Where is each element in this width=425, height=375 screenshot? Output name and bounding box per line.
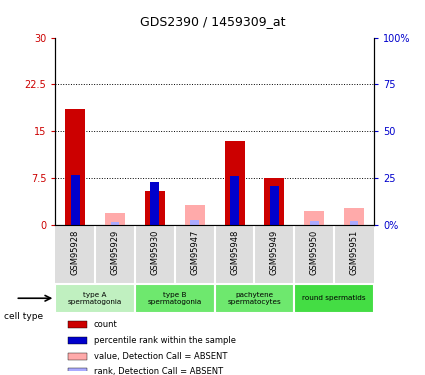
- FancyBboxPatch shape: [135, 284, 215, 313]
- Bar: [68, 321, 87, 328]
- Bar: [224, 141, 244, 225]
- Text: cell type: cell type: [4, 312, 43, 321]
- Bar: [344, 208, 364, 225]
- Text: GDS2390 / 1459309_at: GDS2390 / 1459309_at: [140, 15, 285, 28]
- Bar: [68, 338, 87, 344]
- Bar: [105, 213, 125, 225]
- Text: value, Detection Call = ABSENT: value, Detection Call = ABSENT: [94, 352, 227, 361]
- Text: percentile rank within the sample: percentile rank within the sample: [94, 336, 235, 345]
- Text: GSM95950: GSM95950: [310, 230, 319, 275]
- Bar: [150, 182, 159, 225]
- Bar: [145, 191, 165, 225]
- Text: type B
spermatogonia: type B spermatogonia: [147, 292, 202, 305]
- Bar: [264, 178, 284, 225]
- Bar: [185, 205, 205, 225]
- Text: GSM95947: GSM95947: [190, 230, 199, 275]
- Bar: [110, 222, 119, 225]
- FancyBboxPatch shape: [215, 284, 294, 313]
- Text: pachytene
spermatocytes: pachytene spermatocytes: [228, 292, 281, 305]
- Text: GSM95928: GSM95928: [71, 230, 79, 275]
- Text: GSM95948: GSM95948: [230, 230, 239, 275]
- Text: GSM95949: GSM95949: [270, 230, 279, 275]
- Text: GSM95929: GSM95929: [110, 230, 119, 275]
- Bar: [270, 186, 279, 225]
- Bar: [68, 368, 87, 375]
- Bar: [190, 220, 199, 225]
- Text: GSM95951: GSM95951: [350, 230, 359, 275]
- Bar: [65, 110, 85, 225]
- Bar: [71, 174, 79, 225]
- Bar: [230, 176, 239, 225]
- Bar: [304, 211, 324, 225]
- Text: count: count: [94, 320, 117, 329]
- Text: type A
spermatogonia: type A spermatogonia: [68, 292, 122, 305]
- Bar: [350, 220, 358, 225]
- Text: rank, Detection Call = ABSENT: rank, Detection Call = ABSENT: [94, 367, 223, 375]
- Text: round spermatids: round spermatids: [302, 295, 366, 301]
- Bar: [68, 353, 87, 360]
- FancyBboxPatch shape: [55, 284, 135, 313]
- Text: GSM95930: GSM95930: [150, 230, 159, 275]
- FancyBboxPatch shape: [294, 284, 374, 313]
- Bar: [310, 222, 319, 225]
